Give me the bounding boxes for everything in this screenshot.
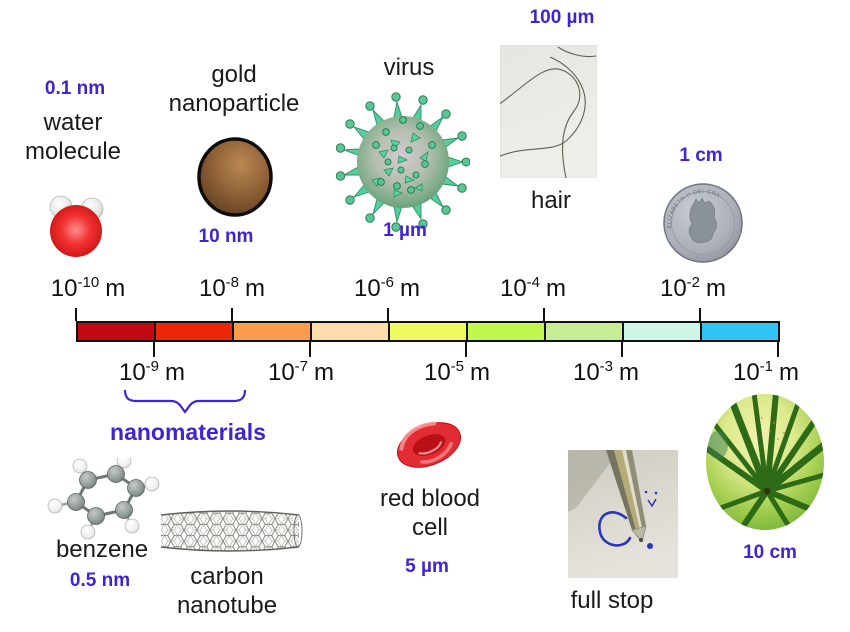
red-blood-cell-size-label: 5 µm: [405, 556, 449, 577]
full-stop-image: [568, 450, 678, 578]
scale-segment: [624, 323, 702, 340]
coin-image: ·ELIZABETH·II·DEI·GRA·: [663, 183, 743, 263]
benzene-image: [47, 458, 160, 540]
virus-label: virus: [383, 54, 435, 81]
coin-size-label: 1 cm: [679, 145, 723, 166]
scale-tick: [387, 308, 389, 321]
scale-segment: [312, 323, 390, 340]
scale-label-top-1: 10-10 m: [50, 274, 126, 302]
watermelon-size-label: 10 cm: [743, 542, 797, 563]
scale-tick: [621, 342, 623, 357]
scale-bar: [76, 321, 780, 342]
carbon-nanotube-label: carbon nanotube: [176, 563, 278, 620]
gold-nanoparticle-size-label: 10 nm: [198, 226, 254, 247]
virus-image: [336, 92, 470, 232]
scale-tick: [465, 342, 467, 357]
scale-label-bottom-5: 10-1 m: [732, 358, 800, 386]
scale-segment: [546, 323, 624, 340]
scale-segment: [390, 323, 468, 340]
nanomaterials-bracket: [123, 389, 247, 414]
scale-tick: [75, 308, 77, 321]
scale-tick: [699, 308, 701, 321]
scale-label-bottom-2: 10-7 m: [267, 358, 335, 386]
scale-label-bottom-4: 10-3 m: [572, 358, 640, 386]
scale-label-top-4: 10-4 m: [499, 274, 567, 302]
hair-image: [500, 45, 597, 178]
carbon-nanotube-image: [160, 510, 303, 552]
scale-tick: [543, 308, 545, 321]
scale-segment: [468, 323, 546, 340]
scale-tick: [777, 342, 779, 357]
nanomaterials-label: nanomaterials: [110, 419, 266, 445]
scale-label-bottom-3: 10-5 m: [423, 358, 491, 386]
scale-segment: [156, 323, 234, 340]
gold-nanoparticle-image: [197, 137, 273, 217]
scale-tick: [231, 308, 233, 321]
scale-tick: [153, 342, 155, 357]
scale-segment: [702, 323, 778, 340]
scale-segment: [234, 323, 312, 340]
benzene-label: benzene: [55, 536, 149, 563]
virus-size-label: 1 µm: [383, 220, 427, 241]
scale-label-top-3: 10-6 m: [353, 274, 421, 302]
water-molecule-image: [49, 195, 104, 257]
scale-tick: [309, 342, 311, 357]
red-blood-cell-label: red blood cell: [379, 485, 481, 542]
water-molecule-label: water molecule: [24, 109, 122, 166]
hair-size-label: 100 µm: [529, 7, 595, 28]
scale-label-top-5: 10-2 m: [659, 274, 727, 302]
scale-label-top-2: 10-8 m: [198, 274, 266, 302]
watermelon-image: [706, 394, 824, 530]
hair-label: hair: [530, 187, 572, 214]
benzene-size-label: 0.5 nm: [69, 570, 131, 591]
full-stop-label: full stop: [570, 587, 654, 614]
scale-label-bottom-1: 10-9 m: [118, 358, 186, 386]
gold-nanoparticle-label: gold nanoparticle: [168, 61, 300, 118]
scale-segment: [78, 323, 156, 340]
red-blood-cell-image: [396, 421, 462, 468]
water-molecule-size-label: 0.1 nm: [44, 78, 106, 99]
